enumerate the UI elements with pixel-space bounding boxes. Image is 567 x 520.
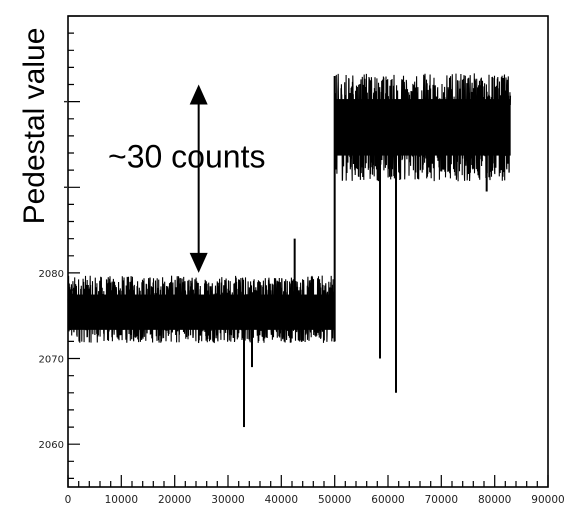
x-tick-labels: 0 10000 20000 30000 40000 50000 60000 70000 8000… [65, 494, 565, 506]
x-tick-label: 70000 [425, 494, 458, 506]
tick-marks [67, 15, 549, 487]
x-tick-label: 60000 [371, 494, 404, 506]
y-axis-label: Pedestal value [18, 28, 51, 225]
plot-frame [67, 15, 549, 488]
series-band-core [334, 99, 511, 156]
x-tick-label: 10000 [105, 494, 138, 506]
x-tick-label: 90000 [531, 494, 564, 506]
x-tick-label: 80000 [478, 494, 511, 506]
y-tick-label: 2060 [39, 440, 64, 451]
x-tick-label: 30000 [211, 494, 244, 506]
y-axis-label-text: Pedestal value [18, 28, 51, 225]
annotation-label: ~30 counts [108, 139, 265, 175]
annotation: ~30 counts [108, 84, 265, 273]
axis-ticks [67, 15, 549, 487]
x-tick-label: 0 [65, 494, 72, 506]
y-tick-label: 2070 [39, 355, 64, 366]
annotation-arrowhead-top [189, 84, 208, 105]
x-tick-label: 50000 [318, 494, 351, 506]
annotation-arrowhead-bottom [189, 252, 208, 273]
x-tick-label: 20000 [158, 494, 191, 506]
y-tick-label: 2080 [39, 269, 64, 280]
series-band-core [68, 294, 335, 330]
x-tick-label: 40000 [265, 494, 298, 506]
y-tick-labels: 2060 2070 2080 [39, 100, 67, 451]
series-trace [67, 73, 512, 428]
